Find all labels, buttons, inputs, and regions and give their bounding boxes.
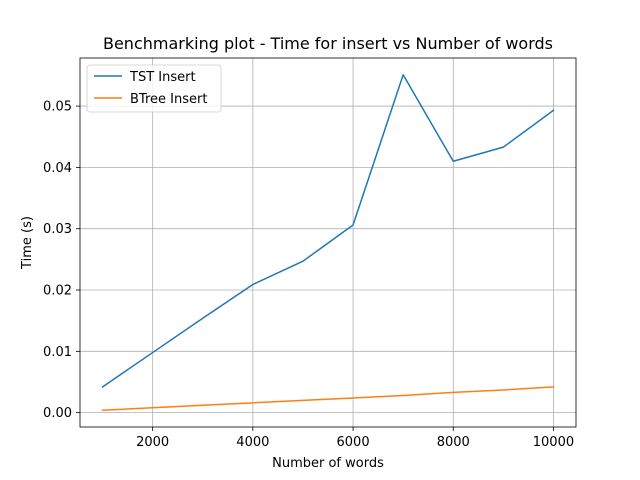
y-tick-label: 0.02 <box>43 284 72 299</box>
series-lines <box>101 74 555 411</box>
chart-title: Benchmarking plot - Time for insert vs N… <box>103 34 553 53</box>
x-tick-label: 8000 <box>437 435 470 450</box>
axes-frame <box>79 57 577 428</box>
legend: TST Insert BTree Insert <box>86 64 222 113</box>
y-tick-label: 0.03 <box>43 222 72 237</box>
series-line-btree-insert <box>101 386 555 411</box>
y-tick-label: 0.00 <box>43 406 72 421</box>
y-tick-label: 0.01 <box>43 345 72 360</box>
x-tick-label: 2000 <box>136 435 169 450</box>
x-tick-label: 10000 <box>533 435 574 450</box>
x-axis-label: Number of words <box>272 456 384 471</box>
y-axis-label: Time (s) <box>20 216 35 270</box>
y-tick-label: 0.04 <box>43 161 72 176</box>
legend-label-btree-insert: BTree Insert <box>130 92 207 107</box>
x-tick-label: 6000 <box>337 435 370 450</box>
y-tick-label: 0.05 <box>43 100 72 115</box>
axis-ticks: 2000 4000 6000 8000 10000 0.00 0.01 0.02 0.03 0.0… <box>43 100 574 450</box>
legend-label-tst-insert: TST Insert <box>129 70 196 85</box>
series-line-tst-insert <box>101 74 555 388</box>
x-tick-label: 4000 <box>236 435 269 450</box>
